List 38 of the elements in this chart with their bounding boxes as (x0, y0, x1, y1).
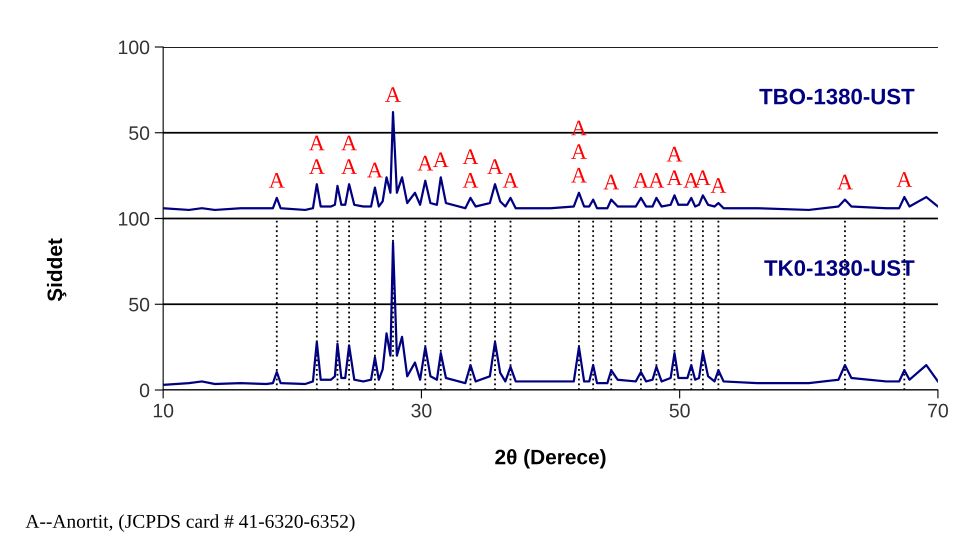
x-tick-label: 30 (411, 404, 432, 418)
x-tick-label: 70 (928, 404, 948, 418)
annotation: A (309, 159, 325, 174)
annotation: A (417, 156, 434, 170)
annotation: A (633, 172, 649, 188)
annotation: A (896, 172, 912, 187)
annotation: A (462, 149, 478, 164)
annotation: A (571, 144, 587, 159)
annotation: A (462, 172, 478, 188)
x-axis-title: 2θ (Derece) (495, 449, 606, 469)
annotation: A (666, 146, 682, 162)
annotation: A (502, 172, 518, 188)
text: A--Anortit, (JCPDS card # 41-6320-6352) (26, 514, 355, 532)
annotation: A (309, 136, 325, 150)
annotation: A (603, 174, 620, 190)
annotation: A (837, 174, 853, 190)
text: TK0-1380-UST (764, 260, 914, 276)
annotation: A (432, 152, 449, 168)
annotation: A (341, 159, 357, 174)
annotation: A (385, 87, 401, 102)
text: TBO-1380-UST (759, 88, 914, 104)
x-tick-label: 10 (154, 404, 174, 418)
annotation: A (648, 172, 664, 188)
annotation: A (666, 170, 682, 186)
annotation: A (268, 172, 285, 188)
annotation: A (367, 162, 383, 178)
annotation: A (487, 159, 503, 174)
y-tick-label: 50 (129, 298, 150, 312)
x-tick-label: 50 (670, 404, 690, 418)
y-tick-label: 100 (119, 212, 150, 226)
annotation: A (341, 136, 357, 150)
annotation: A (571, 120, 587, 136)
y-tick-label: 50 (129, 126, 150, 140)
y-axis-title: Şiddet (46, 238, 66, 302)
y-tick-label: 0 (140, 383, 150, 398)
annotation: A (710, 178, 726, 193)
annotation: A (571, 168, 587, 182)
y-tick-label: 100 (119, 40, 150, 54)
